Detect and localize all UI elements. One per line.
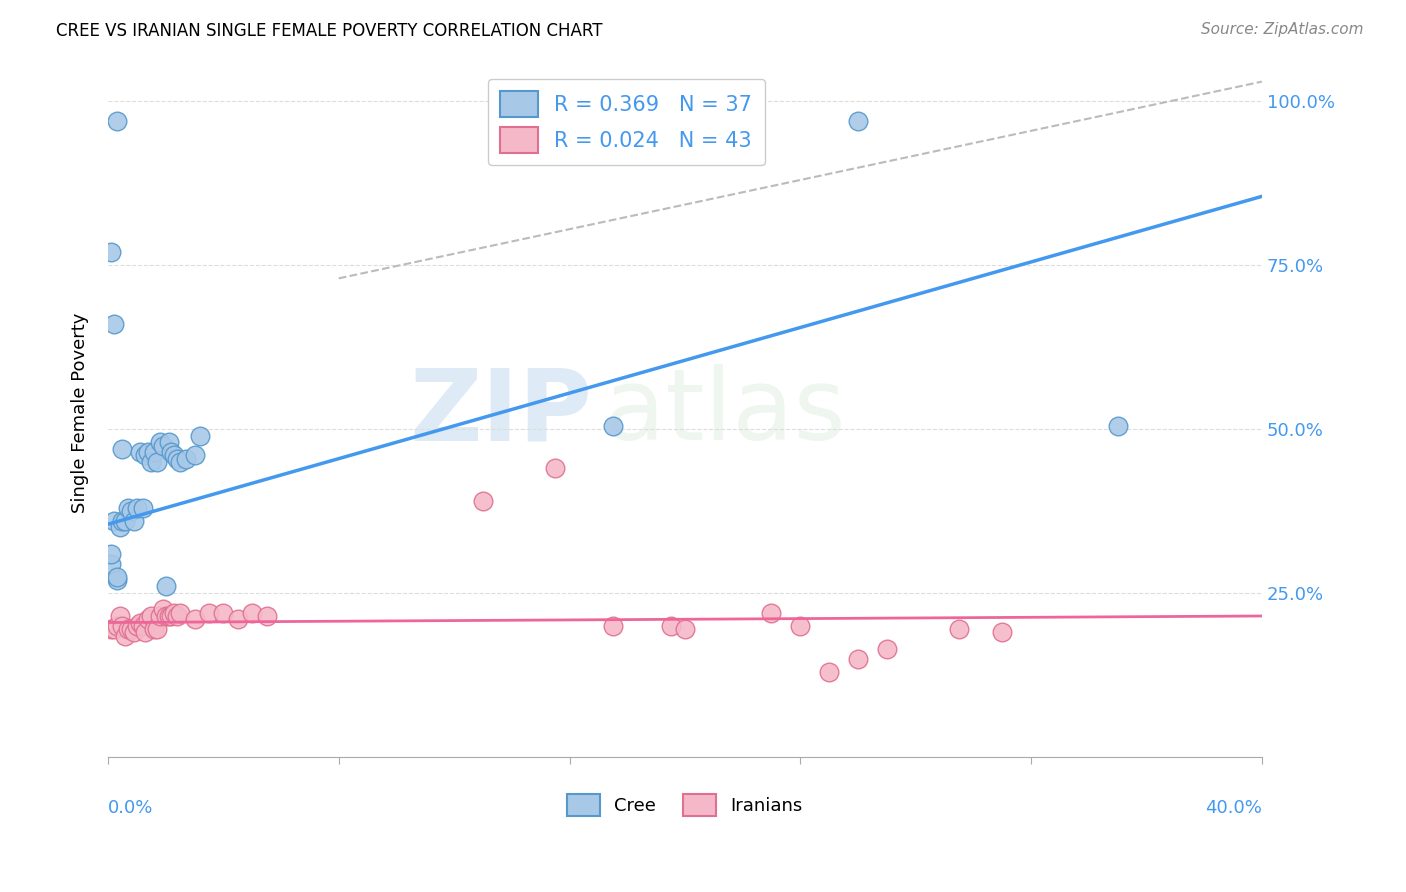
Point xyxy=(103,622,125,636)
Text: atlas: atlas xyxy=(605,364,846,461)
Point xyxy=(108,609,131,624)
Point xyxy=(149,609,172,624)
Point xyxy=(100,557,122,571)
Point xyxy=(134,448,156,462)
Point xyxy=(991,625,1014,640)
Point xyxy=(105,573,128,587)
Point xyxy=(602,619,624,633)
Point xyxy=(166,451,188,466)
Point xyxy=(100,622,122,636)
Point xyxy=(155,579,177,593)
Point xyxy=(122,625,145,640)
Point xyxy=(846,651,869,665)
Point xyxy=(198,606,221,620)
Point xyxy=(138,445,160,459)
Point xyxy=(240,606,263,620)
Point xyxy=(152,602,174,616)
Point xyxy=(117,622,139,636)
Point xyxy=(131,500,153,515)
Point xyxy=(876,641,898,656)
Point xyxy=(157,435,180,450)
Text: 40.0%: 40.0% xyxy=(1205,798,1263,816)
Legend: Cree, Iranians: Cree, Iranians xyxy=(560,787,810,823)
Point xyxy=(256,609,278,624)
Point xyxy=(818,665,841,679)
Point xyxy=(120,504,142,518)
Point xyxy=(183,612,205,626)
Y-axis label: Single Female Poverty: Single Female Poverty xyxy=(72,312,89,513)
Point xyxy=(131,619,153,633)
Text: CREE VS IRANIAN SINGLE FEMALE POVERTY CORRELATION CHART: CREE VS IRANIAN SINGLE FEMALE POVERTY CO… xyxy=(56,22,603,40)
Point xyxy=(114,629,136,643)
Text: ZIP: ZIP xyxy=(409,364,593,461)
Point xyxy=(100,245,122,260)
Point xyxy=(134,625,156,640)
Text: 0.0%: 0.0% xyxy=(108,798,153,816)
Point xyxy=(166,609,188,624)
Point xyxy=(100,547,122,561)
Point xyxy=(846,114,869,128)
Point xyxy=(111,619,134,633)
Point xyxy=(948,622,970,636)
Point xyxy=(114,514,136,528)
Point xyxy=(169,606,191,620)
Point xyxy=(103,317,125,331)
Point xyxy=(138,612,160,626)
Point xyxy=(226,612,249,626)
Point xyxy=(125,500,148,515)
Point xyxy=(111,442,134,456)
Point xyxy=(155,609,177,624)
Point xyxy=(143,622,166,636)
Point xyxy=(160,609,183,624)
Point xyxy=(120,622,142,636)
Point xyxy=(174,451,197,466)
Point xyxy=(152,438,174,452)
Point xyxy=(105,114,128,128)
Point xyxy=(544,461,567,475)
Text: Source: ZipAtlas.com: Source: ZipAtlas.com xyxy=(1201,22,1364,37)
Point xyxy=(163,606,186,620)
Point xyxy=(602,418,624,433)
Point xyxy=(122,514,145,528)
Point xyxy=(157,609,180,624)
Point xyxy=(472,494,495,508)
Point xyxy=(117,500,139,515)
Point xyxy=(143,445,166,459)
Point xyxy=(128,445,150,459)
Point xyxy=(163,448,186,462)
Point xyxy=(149,435,172,450)
Point xyxy=(108,520,131,534)
Point xyxy=(789,619,811,633)
Point xyxy=(125,619,148,633)
Point xyxy=(761,606,783,620)
Point xyxy=(659,619,682,633)
Point xyxy=(188,428,211,442)
Point xyxy=(183,448,205,462)
Point xyxy=(146,455,169,469)
Point xyxy=(160,445,183,459)
Point xyxy=(105,619,128,633)
Point xyxy=(128,615,150,630)
Point xyxy=(141,609,163,624)
Point xyxy=(105,569,128,583)
Point xyxy=(1107,418,1129,433)
Point xyxy=(103,514,125,528)
Point xyxy=(169,455,191,469)
Point xyxy=(111,514,134,528)
Point xyxy=(673,622,696,636)
Point xyxy=(146,622,169,636)
Point xyxy=(141,455,163,469)
Point xyxy=(212,606,235,620)
